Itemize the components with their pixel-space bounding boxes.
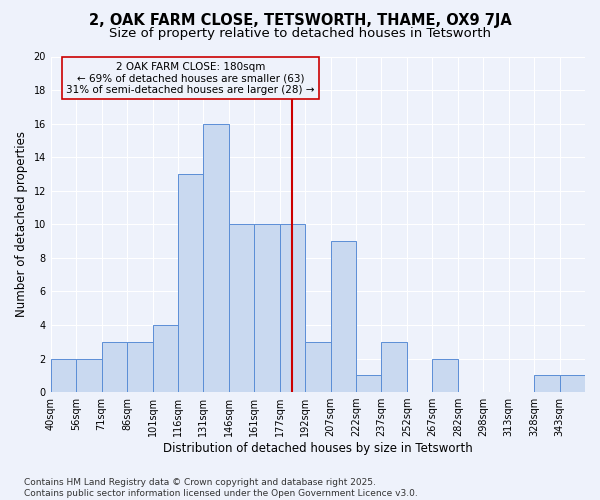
Bar (51, 358, 76, 392)
Text: 2 OAK FARM CLOSE: 180sqm
← 69% of detached houses are smaller (63)
31% of semi-d: 2 OAK FARM CLOSE: 180sqm ← 69% of detach… (67, 62, 315, 94)
Bar (356, 376, 382, 392)
Bar (203, 124, 229, 392)
X-axis label: Distribution of detached houses by size in Tetsworth: Distribution of detached houses by size … (163, 442, 473, 455)
Bar (305, 342, 331, 392)
Bar (229, 224, 254, 392)
Y-axis label: Number of detached properties: Number of detached properties (15, 132, 28, 318)
Bar (254, 224, 280, 392)
Text: Size of property relative to detached houses in Tetsworth: Size of property relative to detached ho… (109, 28, 491, 40)
Bar (560, 376, 585, 392)
Bar (127, 342, 152, 392)
Bar (152, 325, 178, 392)
Text: 2, OAK FARM CLOSE, TETSWORTH, THAME, OX9 7JA: 2, OAK FARM CLOSE, TETSWORTH, THAME, OX9… (89, 12, 511, 28)
Bar (76, 358, 101, 392)
Bar (101, 342, 127, 392)
Bar (433, 358, 458, 392)
Bar (382, 342, 407, 392)
Bar (178, 174, 203, 392)
Bar (280, 224, 305, 392)
Text: Contains HM Land Registry data © Crown copyright and database right 2025.
Contai: Contains HM Land Registry data © Crown c… (24, 478, 418, 498)
Bar (534, 376, 560, 392)
Bar (331, 241, 356, 392)
